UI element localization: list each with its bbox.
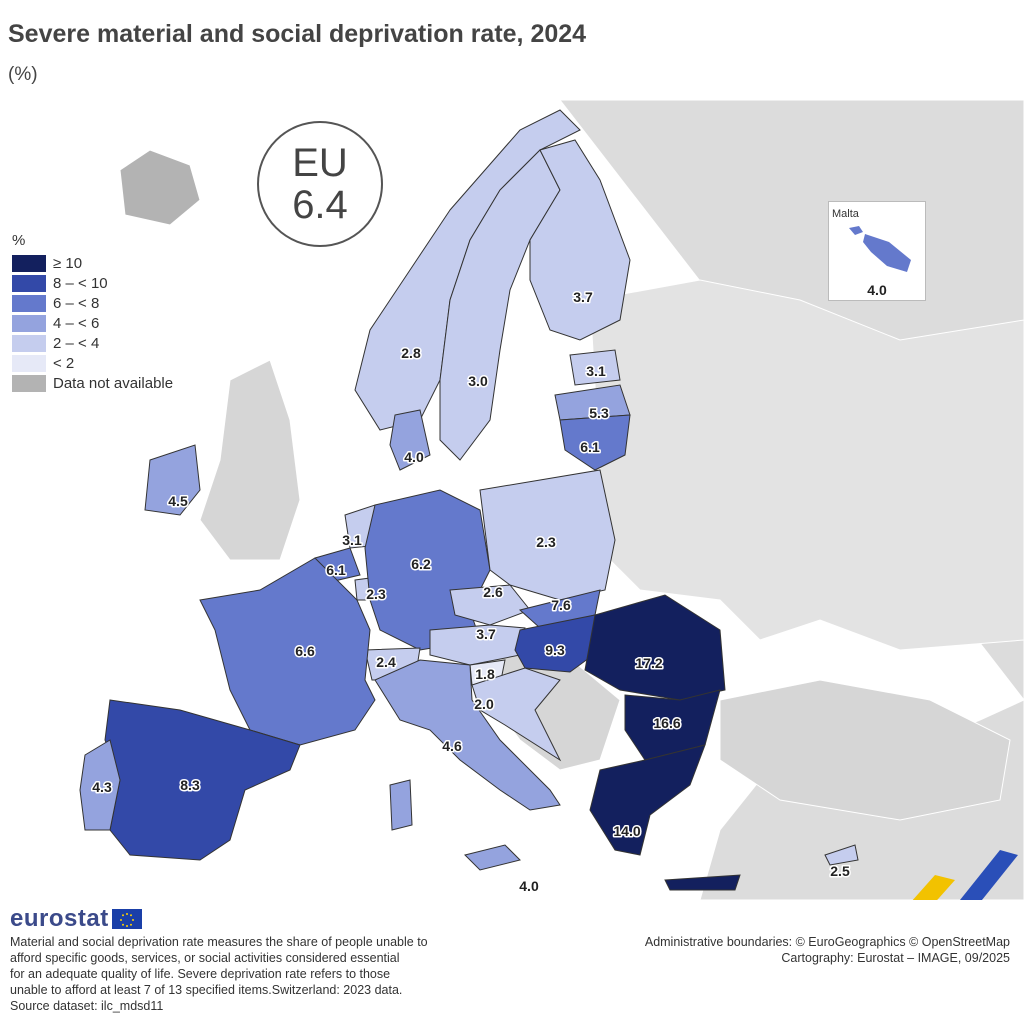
label-ro: 17.2 <box>635 655 662 671</box>
label-se: 3.0 <box>468 373 488 389</box>
credits: Administrative boundaries: © EuroGeograp… <box>645 934 1010 966</box>
legend-item: ≥ 10 <box>12 253 173 273</box>
legend-title: % <box>12 232 26 249</box>
eu-badge-value: 6.4 <box>292 183 348 227</box>
country-it-sardinia <box>389 779 413 831</box>
label-fi: 3.7 <box>573 289 593 305</box>
label-es: 8.3 <box>180 777 200 793</box>
malta-inset: Malta 4.0 <box>828 201 926 301</box>
malta-inset-value: 4.0 <box>867 282 887 298</box>
label-el: 14.0 <box>613 823 640 839</box>
label-cy: 2.5 <box>830 863 850 879</box>
label-mt: 4.0 <box>519 878 539 894</box>
country-pt <box>79 739 121 831</box>
legend-item: 6 – < 8 <box>12 293 173 313</box>
legend-swatch <box>12 254 46 272</box>
label-hr: 2.0 <box>474 696 494 712</box>
label-ie: 4.5 <box>168 493 188 509</box>
footnote-line: Material and social deprivation rate mea… <box>10 935 428 949</box>
legend-label: 6 – < 8 <box>53 294 100 312</box>
credits-line: Cartography: Eurostat – IMAGE, 09/2025 <box>781 951 1010 965</box>
label-ch: 2.4 <box>376 654 396 670</box>
label-it: 4.6 <box>442 738 462 754</box>
country-el-crete <box>664 874 741 891</box>
legend-swatch <box>12 334 46 352</box>
country-ee <box>569 349 621 386</box>
label-ee: 3.1 <box>586 363 606 379</box>
eurostat-logo: eurostat <box>10 905 142 933</box>
label-nl: 3.1 <box>342 532 362 548</box>
label-pl: 2.3 <box>536 534 556 550</box>
eu-flag-icon <box>111 909 142 929</box>
label-pt: 4.3 <box>92 779 112 795</box>
country-lt <box>559 414 631 471</box>
eu-countries <box>79 109 859 891</box>
country-fr <box>199 557 376 746</box>
legend-item: 8 – < 10 <box>12 273 173 293</box>
label-hu: 9.3 <box>545 642 565 658</box>
country-cy <box>824 844 859 866</box>
country-it-sicily <box>464 844 521 871</box>
europe-map: 3.7 2.8 3.0 3.1 5.3 6.1 4.0 4.5 3.1 6.1 … <box>79 99 1024 900</box>
unit-label: (%) <box>8 64 38 85</box>
legend-item: Data not available <box>12 373 173 393</box>
legend-swatch <box>12 274 46 292</box>
legend-item: 4 – < 6 <box>12 313 173 333</box>
eu-average-badge: EU 6.4 <box>257 121 383 247</box>
label-be: 6.1 <box>326 562 346 578</box>
label-si: 1.8 <box>475 666 495 682</box>
legend-item: 2 – < 4 <box>12 333 173 353</box>
legend-label: ≥ 10 <box>53 254 83 272</box>
label-no: 2.8 <box>401 345 421 361</box>
legend-swatch <box>12 374 46 392</box>
page-title: Severe material and social deprivation r… <box>8 20 587 48</box>
legend-label: 2 – < 4 <box>53 334 100 352</box>
eurostat-corner-mark <box>912 850 1018 900</box>
malta-shape <box>849 226 911 272</box>
country-dk <box>389 409 431 471</box>
legend-swatch <box>12 314 46 332</box>
country-cz <box>449 584 531 626</box>
logo-text: eurostat <box>10 905 109 932</box>
country-value-labels: 3.7 2.8 3.0 3.1 5.3 6.1 4.0 4.5 3.1 6.1 … <box>91 288 852 895</box>
country-fi <box>529 139 631 341</box>
footnote-line: Source dataset: ilc_mdsd11 <box>10 999 164 1013</box>
eu-badge-label: EU <box>292 141 348 185</box>
label-bg: 16.6 <box>653 715 680 731</box>
map-legend: % ≥ 10 8 – < 10 6 – < 8 4 – < 6 2 – < 4 … <box>12 232 173 393</box>
country-it <box>374 659 561 811</box>
legend-swatch <box>12 294 46 312</box>
country-el <box>589 744 706 856</box>
label-sk: 7.6 <box>551 597 571 613</box>
label-dk: 4.0 <box>404 449 424 465</box>
malta-inset-name: Malta <box>832 208 859 220</box>
label-lv: 5.3 <box>589 405 609 421</box>
legend-label: < 2 <box>53 354 75 372</box>
label-cz: 2.6 <box>483 584 503 600</box>
footnote: Material and social deprivation rate mea… <box>10 934 500 1014</box>
legend-label: 4 – < 6 <box>53 314 100 332</box>
label-lt: 6.1 <box>580 439 600 455</box>
country-ie <box>144 444 201 516</box>
legend-label: Data not available <box>53 374 174 392</box>
country-hr <box>471 667 562 762</box>
legend-label: 8 – < 10 <box>53 274 108 292</box>
legend-item: < 2 <box>12 353 173 373</box>
label-at: 3.7 <box>476 626 496 642</box>
label-fr: 6.6 <box>295 643 315 659</box>
credits-line: Administrative boundaries: © EuroGeograp… <box>644 935 1010 949</box>
footnote-line: unable to afford at least 7 of 13 specif… <box>10 983 403 997</box>
label-lu: 2.3 <box>366 586 386 602</box>
legend-swatch <box>12 354 46 372</box>
footnote-line: for an adequate quality of life. Severe … <box>10 967 391 981</box>
country-ro <box>584 594 726 701</box>
footnote-line: afford specific goods, services, or soci… <box>10 951 400 965</box>
label-de: 6.2 <box>411 556 431 572</box>
